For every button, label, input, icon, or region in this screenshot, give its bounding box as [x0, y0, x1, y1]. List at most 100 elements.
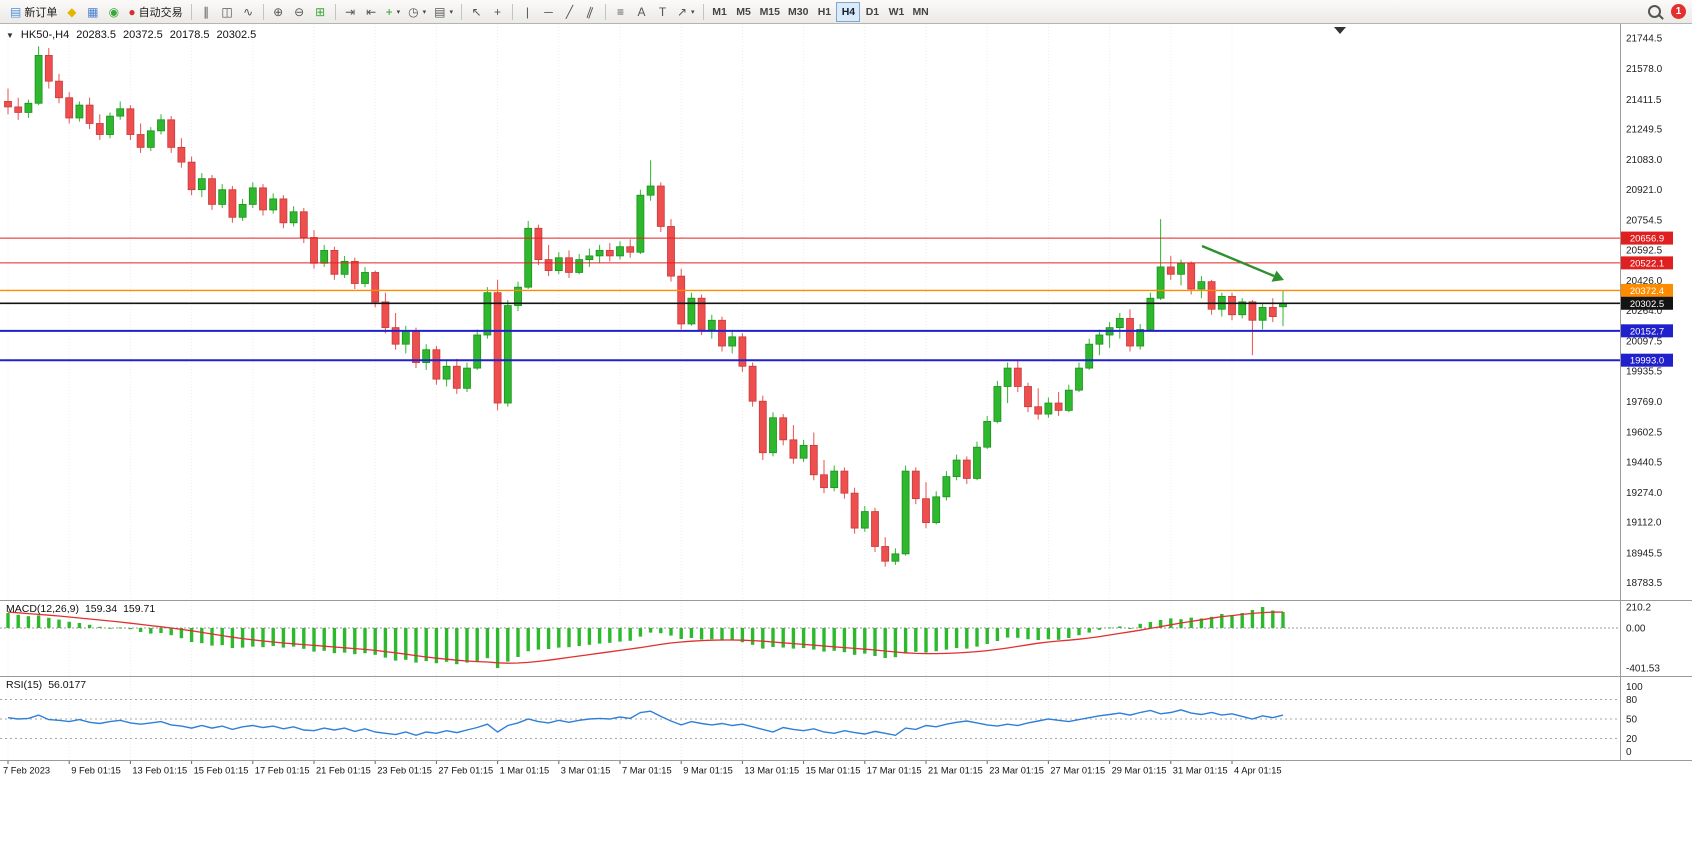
macd-bar: [679, 628, 683, 639]
text-button[interactable]: A: [631, 2, 652, 22]
annotation-arrow[interactable]: [1201, 244, 1275, 278]
market-watch-button[interactable]: ▦: [82, 2, 103, 22]
market-watch-icon: ▦: [87, 4, 99, 19]
candle-down: [371, 272, 380, 303]
crosshair-button[interactable]: +: [487, 2, 508, 22]
candle-down: [850, 492, 859, 529]
equidistant-channel-icon: ∥: [585, 3, 596, 20]
autotrading-button[interactable]: ● 自动交易: [124, 2, 186, 22]
candle-down: [14, 106, 23, 113]
candle-down: [167, 119, 176, 148]
macd-bar: [6, 613, 10, 628]
timeframe-h1[interactable]: H1: [812, 2, 836, 22]
candle-down: [667, 226, 675, 277]
new-order-label: 新订单: [24, 6, 58, 19]
macd-bar: [67, 621, 71, 628]
timeframe-d1[interactable]: D1: [860, 2, 884, 22]
candle-up: [503, 305, 512, 404]
line-chart-button[interactable]: ∿: [238, 2, 259, 22]
cursor-button[interactable]: ↖: [466, 2, 487, 22]
horizontal-line-button[interactable]: ─: [538, 2, 559, 22]
bar-chart-button[interactable]: ∥: [196, 2, 217, 22]
price-badge-label: 20656.9: [1630, 234, 1664, 245]
timeframe-m1[interactable]: M1: [708, 2, 732, 22]
candle-down: [85, 104, 94, 124]
timeframe-m30[interactable]: M30: [784, 2, 812, 22]
macd-label: MACD(12,26,9) 159.34 159.71: [6, 603, 155, 615]
trendline-button[interactable]: ╱: [559, 2, 580, 22]
timeframe-w1[interactable]: W1: [884, 2, 908, 22]
macd-bar: [47, 617, 51, 628]
price-badge-label: 20372.4: [1630, 286, 1664, 297]
macd-bar: [893, 628, 898, 658]
macd-bar: [1036, 628, 1040, 640]
macd-axis-label: 210.2: [1626, 602, 1651, 613]
macd-bar: [567, 628, 571, 648]
tile-windows-button[interactable]: ⊞: [310, 2, 331, 22]
candle-down: [381, 301, 390, 329]
candle-up: [1238, 301, 1247, 316]
timeframe-m5[interactable]: M5: [732, 2, 756, 22]
notification-badge[interactable]: 1: [1671, 4, 1686, 19]
toolbar-separator: [702, 3, 704, 20]
price-axis-label: 19935.5: [1626, 366, 1663, 377]
price-badge-19993.0: [1621, 353, 1673, 367]
candle-up: [1095, 334, 1104, 345]
periods-button[interactable]: ◷ ▾: [404, 2, 430, 22]
price-badge-label: 19993.0: [1630, 356, 1664, 367]
candle-down: [789, 439, 798, 459]
chart-shift-marker[interactable]: [1334, 27, 1346, 34]
metaeditor-icon: ◆: [67, 4, 77, 19]
candle-up: [248, 187, 257, 205]
chart-shift-button[interactable]: ⇤: [361, 2, 382, 22]
chart-area[interactable]: 21744.5 21578.0 21411.5 21249.5 21083.0 20921…: [0, 24, 1692, 849]
time-axis-label: 13 Feb 01:15: [132, 766, 187, 776]
candle-up: [830, 470, 839, 489]
toolbar-separator: [190, 3, 192, 20]
text-label-button[interactable]: T: [652, 2, 673, 22]
collapse-ohlc-toggle[interactable]: ▼: [6, 30, 14, 40]
macd-bar: [608, 628, 612, 643]
macd-bar: [1230, 615, 1234, 628]
timeframe-m15[interactable]: M15: [756, 2, 784, 22]
fibonacci-button[interactable]: ≡: [610, 2, 631, 22]
candle-down: [534, 227, 543, 260]
annotation-arrow-head[interactable]: [1271, 270, 1285, 282]
macd-bar: [1118, 626, 1122, 628]
time-axis-label: 7 Feb 2023: [3, 766, 50, 776]
equidistant-channel-button[interactable]: ∥: [580, 2, 601, 22]
macd-bar: [128, 628, 133, 630]
metaeditor-button[interactable]: ◆: [61, 2, 82, 22]
candle-down: [1166, 266, 1175, 275]
vertical-line-button[interactable]: |: [517, 2, 538, 22]
strategy-tester-button[interactable]: ◉: [103, 2, 124, 22]
candle-down: [809, 444, 818, 476]
chart-canvas[interactable]: 21744.5 21578.0 21411.5 21249.5 21083.0 20921…: [0, 24, 1692, 849]
macd-bar: [516, 628, 520, 657]
new-order-button[interactable]: ▤ 新订单: [6, 2, 61, 22]
macd-bar: [87, 624, 92, 628]
macd-bar: [1138, 623, 1142, 628]
timeframe-h4[interactable]: H4: [836, 1, 861, 22]
price-axis[interactable]: [1620, 24, 1692, 761]
time-axis[interactable]: [0, 761, 1692, 849]
auto-scroll-button[interactable]: ⇥: [340, 2, 361, 22]
zoom-out-button[interactable]: ⊖: [289, 2, 310, 22]
rsi-axis-label: 50: [1626, 715, 1638, 726]
macd-bar: [985, 628, 989, 644]
indicators-button[interactable]: + ▾: [382, 2, 405, 22]
zoom-in-button[interactable]: ⊕: [268, 2, 289, 22]
candle-down: [136, 134, 145, 148]
candle-down: [95, 123, 104, 135]
arrows-button[interactable]: ↗ ▾: [673, 2, 699, 22]
templates-button[interactable]: ▤ ▾: [430, 2, 457, 22]
candlestick-chart-button[interactable]: ◫: [217, 2, 238, 22]
macd-bar: [944, 628, 949, 650]
candle-down: [4, 101, 12, 108]
macd-bar: [832, 628, 836, 651]
candle-down: [65, 97, 74, 119]
dropdown-caret-icon: ▾: [396, 8, 401, 16]
search-button[interactable]: [1644, 2, 1665, 22]
timeframe-mn[interactable]: MN: [908, 2, 932, 22]
time-axis-label: 21 Feb 01:15: [316, 766, 371, 776]
